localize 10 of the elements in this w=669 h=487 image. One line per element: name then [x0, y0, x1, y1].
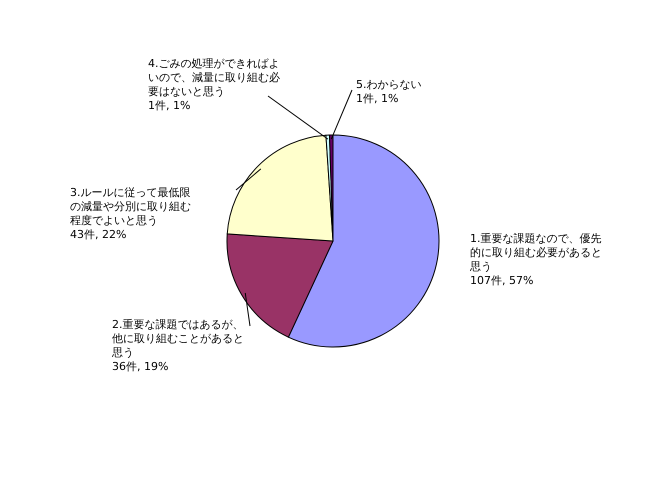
- data-label: 36件, 19%: [112, 360, 170, 374]
- slice-label: 5.わからない: [356, 78, 422, 92]
- data-label: 107件, 57%: [470, 274, 534, 288]
- data-label: 1件, 1%: [356, 92, 400, 106]
- data-label: 1件, 1%: [148, 99, 192, 113]
- slice-label: 2.重要な課題ではあるが、他に取り組むことがあると思う: [112, 318, 245, 360]
- slice-label: 1.重要な課題なので、優先的に取り組む必要があると思う: [470, 232, 603, 274]
- data-label: 43件, 22%: [70, 228, 128, 242]
- slice-label: 4.ごみの処理ができればよいので、減量に取り組む必要はないと思う: [148, 57, 281, 99]
- slice-label: 3.ルールに従って最低限の減量や分別に取り組む程度でよいと思う: [70, 186, 192, 228]
